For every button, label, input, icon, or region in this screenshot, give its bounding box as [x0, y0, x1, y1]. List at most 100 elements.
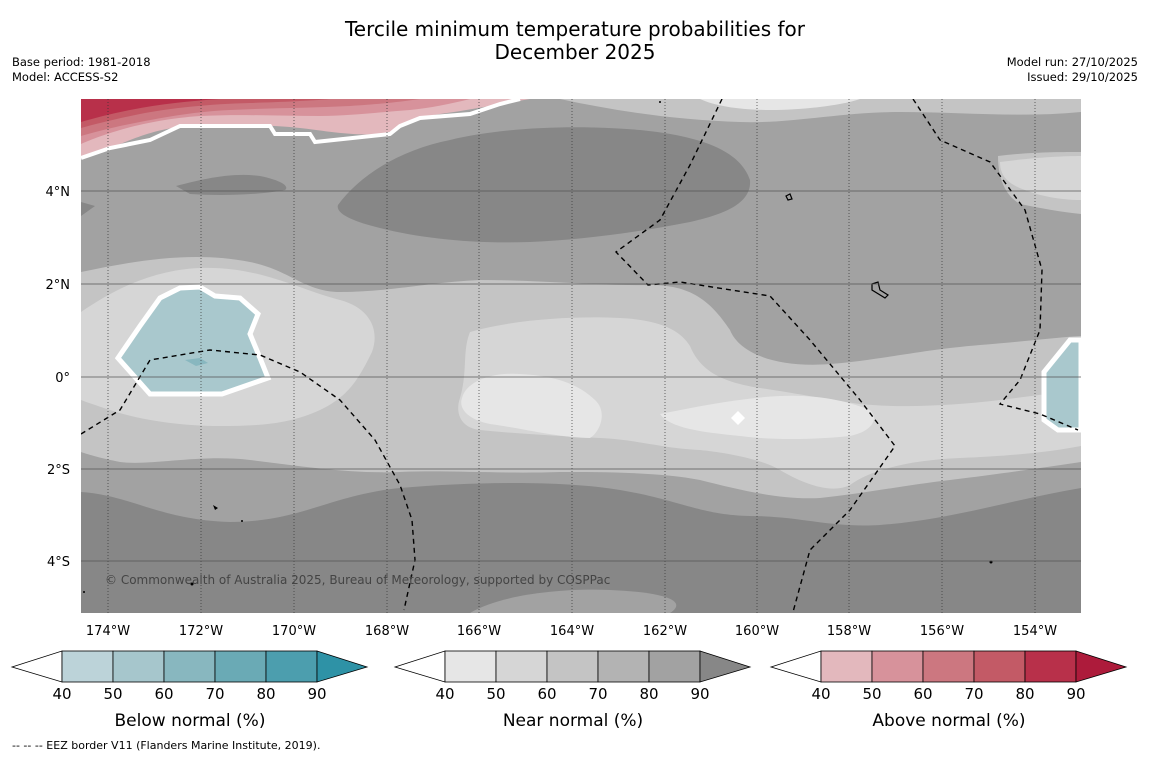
colorbar-above-title: Above normal (%) — [872, 711, 1025, 731]
contour-near-50-patch — [461, 373, 602, 438]
eez-border-west — [81, 349, 416, 611]
colorbar-near: 40 50 60 70 80 90 Near normal (%) — [393, 650, 752, 731]
contour-below-40-east — [1041, 337, 1081, 433]
lon-label-166w: 166°W — [457, 624, 501, 639]
eez-border-east — [912, 99, 1079, 431]
colorbar-above-cell-3 — [922, 650, 975, 683]
lon-label-156w: 156°W — [920, 624, 964, 639]
colorbar-below-tick-90: 90 — [307, 685, 326, 703]
map-latitude-lines — [81, 190, 1081, 562]
colorbar-near-cell-3 — [546, 650, 599, 683]
title-line-2: December 2025 — [494, 40, 656, 64]
model-run-label: Model run: 27/10/2025 — [1006, 55, 1138, 69]
contour-below-50-west-core — [185, 358, 208, 366]
colorbar-near-tick-70: 70 — [588, 685, 607, 703]
lon-label-168w: 168°W — [365, 624, 409, 639]
lon-label-174w: 174°W — [86, 624, 130, 639]
copyright-notice: © Commonwealth of Australia 2025, Bureau… — [105, 573, 610, 587]
contour-near-90-west-edge — [81, 202, 95, 216]
model-label: Model: ACCESS-S2 — [12, 70, 119, 84]
colorbar-above-tick-60: 60 — [913, 685, 932, 703]
island-dot-4 — [659, 101, 661, 103]
contour-below-40-west — [114, 284, 272, 397]
lon-label-172w: 172°W — [179, 624, 223, 639]
lat-label-4s: 4°S — [47, 555, 70, 570]
lon-label-170w: 170°W — [272, 624, 316, 639]
colorbar-above-under-arrow — [769, 650, 822, 683]
colorbar-above-cell-1 — [820, 650, 873, 683]
contour-near-60-northeast — [1000, 156, 1081, 200]
lon-label-164w: 164°W — [550, 624, 594, 639]
lon-label-154w: 154°W — [1013, 624, 1057, 639]
contour-near-80-south-patch — [470, 589, 677, 613]
colorbar-near-cell-2 — [495, 650, 548, 683]
contour-near-70-north-top — [560, 99, 1081, 123]
lat-label-2s: 2°S — [47, 463, 70, 478]
island-dot-2 — [241, 520, 243, 522]
page-title: Tercile minimum temperature probabilitie… — [0, 18, 1150, 64]
lon-label-158w: 158°W — [827, 624, 871, 639]
colorbar-near-tick-40: 40 — [435, 685, 454, 703]
island-dot-5 — [83, 591, 85, 593]
colorbar-near-cell-4 — [597, 650, 650, 683]
colorbar-near-cell-1 — [444, 650, 497, 683]
lat-label-eq: 0° — [55, 371, 70, 386]
colorbar-near-under-arrow — [393, 650, 446, 683]
colorbar-above: 40 50 60 70 80 90 Above normal (%) — [769, 650, 1128, 731]
near-normal-marker — [731, 411, 745, 425]
contour-near-50-patch-east — [660, 395, 874, 439]
lat-label-2n: 2°N — [46, 278, 71, 293]
colorbar-near-tick-60: 60 — [537, 685, 556, 703]
colorbar-above-tick-50: 50 — [862, 685, 881, 703]
eez-footnote: -- -- -- EEZ border V11 (Flanders Marine… — [12, 739, 321, 752]
colorbar-below-cell-4 — [214, 650, 267, 683]
eez-border-central — [614, 99, 896, 613]
colorbar-near-over-arrow — [699, 650, 752, 683]
colorbar-below-tick-60: 60 — [154, 685, 173, 703]
island-outline-2 — [871, 281, 889, 299]
island-dot-1 — [190, 582, 194, 586]
meta-right: Model run: 27/10/2025 Issued: 29/10/2025 — [1007, 55, 1138, 85]
colorbar-above-cell-5 — [1024, 650, 1077, 683]
colorbar-below-tick-80: 80 — [256, 685, 275, 703]
colorbar-near-cell-5 — [648, 650, 701, 683]
colorbar-near-tick-90: 90 — [690, 685, 709, 703]
issued-label: Issued: 29/10/2025 — [1027, 70, 1138, 84]
colorbar-below-cell-3 — [163, 650, 216, 683]
colorbar-near-tick-50: 50 — [486, 685, 505, 703]
contour-near-90-south — [81, 483, 1081, 613]
map-plot-area: © Commonwealth of Australia 2025, Bureau… — [81, 99, 1081, 613]
lat-label-4n: 4°N — [46, 185, 71, 200]
colorbar-near-title: Near normal (%) — [503, 711, 643, 731]
base-period-label: Base period: 1981-2018 — [12, 55, 151, 69]
colorbar-below-cell-1 — [61, 650, 114, 683]
island-outline-3 — [213, 505, 218, 510]
colorbar-above-tick-80: 80 — [1015, 685, 1034, 703]
colorbar-below-tick-70: 70 — [205, 685, 224, 703]
colorbar-below-over-arrow — [316, 650, 369, 683]
colorbar-below-tick-40: 40 — [52, 685, 71, 703]
colorbar-below-tick-50: 50 — [103, 685, 122, 703]
contour-above-80 — [81, 99, 220, 122]
lon-label-162w: 162°W — [643, 624, 687, 639]
colorbar-above-cell-4 — [973, 650, 1026, 683]
contour-near-90-north — [337, 127, 751, 243]
colorbar-above-over-arrow — [1075, 650, 1128, 683]
above-threshold-outline — [81, 99, 521, 160]
meta-left: Base period: 1981-2018 Model: ACCESS-S2 — [12, 55, 151, 85]
title-line-1: Tercile minimum temperature probabilitie… — [344, 17, 806, 41]
colorbar-above-cell-2 — [871, 650, 924, 683]
colorbar-above-tick-70: 70 — [964, 685, 983, 703]
colorbar-below: 40 50 60 70 80 90 Below normal (%) — [10, 650, 369, 731]
lon-label-160w: 160°W — [735, 624, 779, 639]
colorbar-below-under-arrow — [10, 650, 63, 683]
colorbar-above-tick-90: 90 — [1066, 685, 1085, 703]
contour-near-90-north-small — [176, 174, 287, 195]
colorbar-below-cell-5 — [265, 650, 318, 683]
colorbar-below-title: Below normal (%) — [115, 711, 266, 731]
colorbar-below-cell-2 — [112, 650, 165, 683]
colorbar-near-tick-80: 80 — [639, 685, 658, 703]
colorbar-above-tick-40: 40 — [811, 685, 830, 703]
